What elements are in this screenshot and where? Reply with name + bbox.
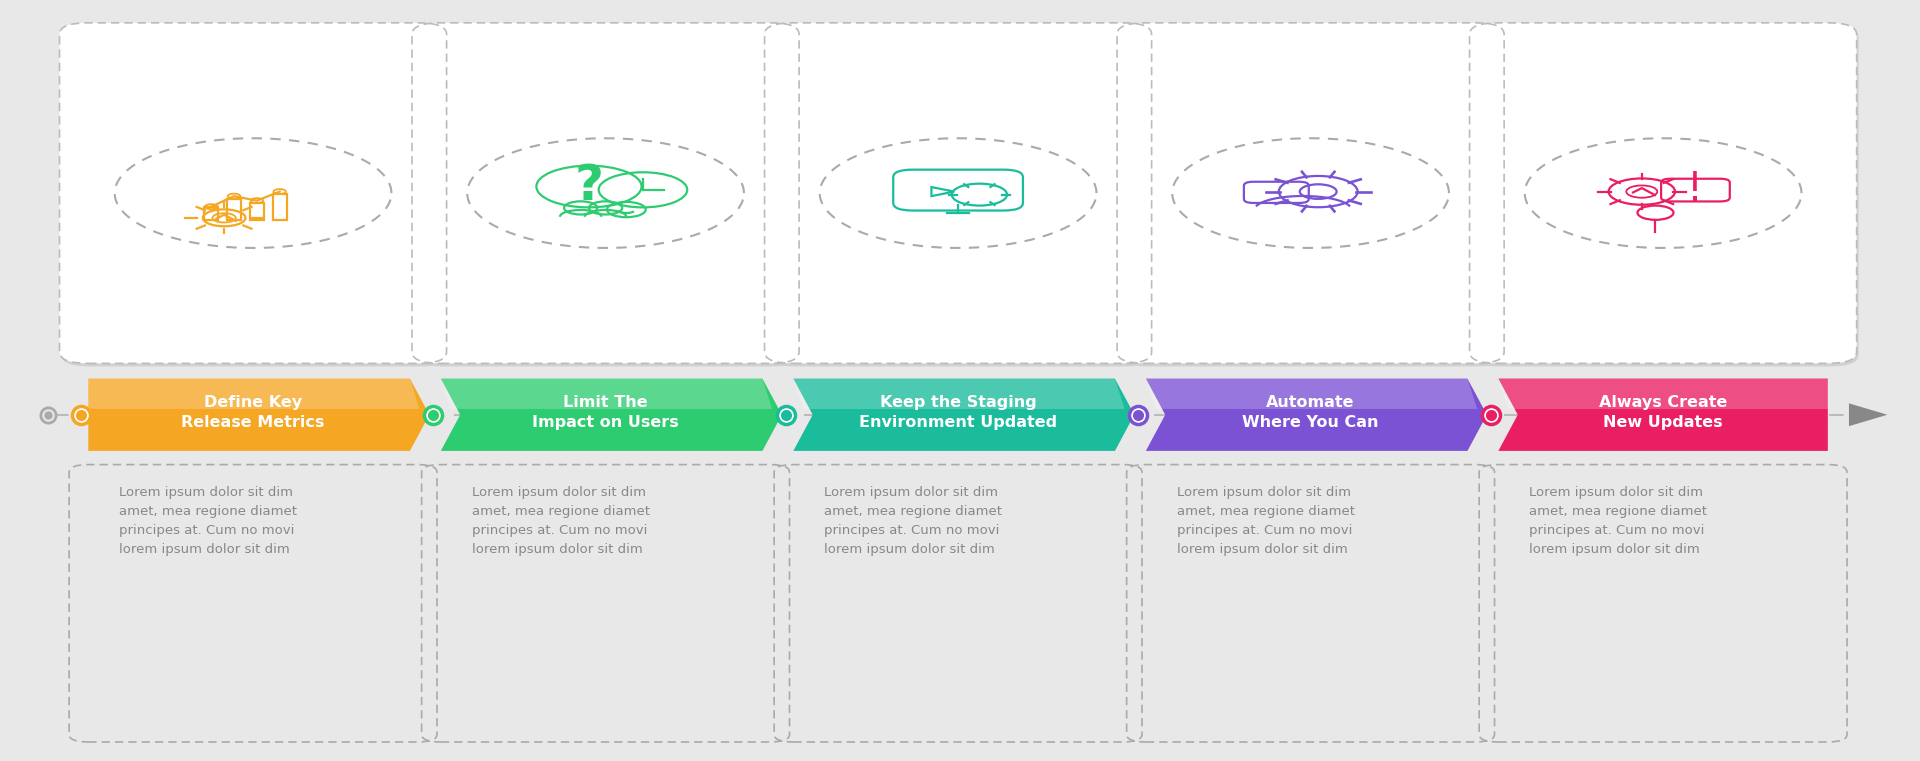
- Polygon shape: [1498, 378, 1828, 451]
- Text: Lorem ipsum dolor sit dim
amet, mea regione diamet
principes at. Cum no movi
lor: Lorem ipsum dolor sit dim amet, mea regi…: [1528, 486, 1707, 556]
- FancyBboxPatch shape: [1117, 23, 1503, 363]
- Bar: [227, 199, 240, 220]
- FancyBboxPatch shape: [415, 26, 801, 366]
- Polygon shape: [793, 378, 1125, 409]
- FancyBboxPatch shape: [413, 23, 799, 363]
- Polygon shape: [1146, 378, 1476, 409]
- FancyBboxPatch shape: [1471, 26, 1859, 366]
- Polygon shape: [442, 378, 781, 451]
- Polygon shape: [88, 378, 420, 409]
- Text: Lorem ipsum dolor sit dim
amet, mea regione diamet
principes at. Cum no movi
lor: Lorem ipsum dolor sit dim amet, mea regi…: [1177, 486, 1356, 556]
- Polygon shape: [1849, 403, 1887, 426]
- Text: !: !: [1688, 170, 1703, 210]
- FancyBboxPatch shape: [1469, 23, 1857, 363]
- Polygon shape: [1498, 378, 1828, 409]
- Text: Always Create
New Updates: Always Create New Updates: [1599, 396, 1728, 429]
- Text: Keep the Staging
Environment Updated: Keep the Staging Environment Updated: [858, 396, 1058, 429]
- Polygon shape: [1146, 378, 1486, 451]
- Text: Automate
Where You Can: Automate Where You Can: [1242, 396, 1379, 429]
- Text: Limit The
Impact on Users: Limit The Impact on Users: [532, 396, 680, 429]
- FancyBboxPatch shape: [61, 26, 449, 366]
- Text: ?: ?: [574, 162, 603, 210]
- Polygon shape: [793, 378, 1135, 451]
- FancyBboxPatch shape: [60, 23, 447, 363]
- Text: Lorem ipsum dolor sit dim
amet, mea regione diamet
principes at. Cum no movi
lor: Lorem ipsum dolor sit dim amet, mea regi…: [119, 486, 298, 556]
- FancyBboxPatch shape: [764, 23, 1152, 363]
- Bar: [204, 207, 219, 220]
- Bar: [273, 195, 286, 220]
- FancyBboxPatch shape: [1119, 26, 1505, 366]
- Text: Lorem ipsum dolor sit dim
amet, mea regione diamet
principes at. Cum no movi
lor: Lorem ipsum dolor sit dim amet, mea regi…: [824, 486, 1002, 556]
- FancyBboxPatch shape: [766, 26, 1154, 366]
- Text: Lorem ipsum dolor sit dim
amet, mea regione diamet
principes at. Cum no movi
lor: Lorem ipsum dolor sit dim amet, mea regi…: [472, 486, 649, 556]
- Bar: [250, 202, 263, 220]
- Text: Define Key
Release Metrics: Define Key Release Metrics: [180, 396, 324, 429]
- Polygon shape: [88, 378, 430, 451]
- Polygon shape: [442, 378, 772, 409]
